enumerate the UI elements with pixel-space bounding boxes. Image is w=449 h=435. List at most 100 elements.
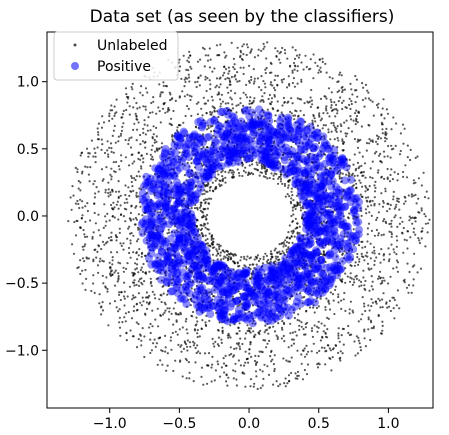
unlabeled-point bbox=[379, 306, 382, 309]
unlabeled-point bbox=[291, 259, 294, 262]
unlabeled-point bbox=[118, 308, 121, 311]
unlabeled-point bbox=[242, 53, 245, 56]
unlabeled-point bbox=[195, 199, 198, 202]
unlabeled-point bbox=[134, 112, 137, 115]
unlabeled-point bbox=[106, 140, 109, 143]
unlabeled-point bbox=[322, 152, 325, 155]
unlabeled-point bbox=[292, 342, 296, 345]
unlabeled-point bbox=[349, 115, 352, 118]
unlabeled-point bbox=[189, 172, 192, 175]
unlabeled-point bbox=[320, 117, 323, 120]
unlabeled-point bbox=[305, 288, 308, 291]
unlabeled-point bbox=[315, 300, 318, 303]
unlabeled-point bbox=[285, 359, 288, 362]
unlabeled-point bbox=[124, 87, 128, 90]
unlabeled-point bbox=[214, 176, 217, 179]
unlabeled-point bbox=[262, 377, 265, 380]
unlabeled-point bbox=[386, 155, 389, 158]
unlabeled-point bbox=[390, 168, 393, 171]
unlabeled-point bbox=[254, 370, 258, 373]
unlabeled-point bbox=[227, 91, 230, 94]
unlabeled-point bbox=[190, 299, 193, 303]
unlabeled-point bbox=[84, 288, 87, 291]
unlabeled-point bbox=[372, 246, 376, 249]
unlabeled-point bbox=[175, 197, 178, 200]
unlabeled-point bbox=[348, 178, 351, 181]
unlabeled-point bbox=[327, 317, 330, 320]
unlabeled-point bbox=[117, 165, 120, 168]
unlabeled-point bbox=[341, 278, 344, 281]
unlabeled-point bbox=[328, 214, 331, 217]
unlabeled-point bbox=[172, 215, 175, 218]
unlabeled-point bbox=[345, 251, 348, 255]
unlabeled-point bbox=[335, 130, 338, 133]
unlabeled-point bbox=[297, 313, 300, 316]
unlabeled-point bbox=[174, 312, 177, 315]
unlabeled-point bbox=[330, 130, 333, 133]
unlabeled-point bbox=[281, 135, 284, 138]
unlabeled-point bbox=[215, 44, 219, 47]
unlabeled-point bbox=[142, 262, 145, 266]
unlabeled-point bbox=[348, 103, 351, 107]
unlabeled-point bbox=[189, 345, 192, 348]
unlabeled-point bbox=[236, 136, 240, 140]
unlabeled-point bbox=[155, 126, 158, 129]
unlabeled-point bbox=[171, 244, 174, 247]
unlabeled-point bbox=[424, 245, 427, 248]
unlabeled-point bbox=[387, 144, 390, 148]
unlabeled-point bbox=[288, 195, 291, 198]
unlabeled-point bbox=[173, 231, 176, 234]
unlabeled-point bbox=[151, 137, 154, 140]
unlabeled-point bbox=[269, 165, 272, 168]
unlabeled-point bbox=[367, 267, 370, 270]
unlabeled-point bbox=[314, 161, 317, 164]
unlabeled-point bbox=[315, 154, 319, 157]
unlabeled-point bbox=[414, 233, 417, 236]
unlabeled-point bbox=[239, 292, 242, 295]
unlabeled-point bbox=[396, 239, 399, 242]
unlabeled-point bbox=[248, 141, 251, 144]
unlabeled-point bbox=[202, 224, 205, 227]
unlabeled-point bbox=[284, 260, 287, 263]
unlabeled-point bbox=[310, 169, 313, 172]
unlabeled-point bbox=[212, 115, 215, 118]
unlabeled-point bbox=[373, 190, 377, 193]
unlabeled-point bbox=[226, 76, 229, 80]
unlabeled-point bbox=[251, 304, 255, 307]
unlabeled-point bbox=[395, 235, 398, 238]
unlabeled-point bbox=[183, 164, 186, 167]
unlabeled-point bbox=[184, 320, 187, 323]
unlabeled-point bbox=[270, 153, 273, 156]
unlabeled-point bbox=[299, 292, 302, 295]
unlabeled-point bbox=[144, 146, 147, 149]
unlabeled-point bbox=[174, 99, 177, 102]
unlabeled-point bbox=[322, 277, 325, 280]
unlabeled-point bbox=[77, 187, 80, 190]
unlabeled-point bbox=[332, 245, 335, 248]
unlabeled-point bbox=[329, 349, 332, 352]
unlabeled-point bbox=[207, 54, 210, 57]
unlabeled-point bbox=[298, 324, 301, 327]
unlabeled-point bbox=[179, 345, 182, 348]
unlabeled-point bbox=[417, 211, 420, 214]
unlabeled-point bbox=[188, 268, 191, 271]
unlabeled-point bbox=[221, 125, 224, 128]
unlabeled-point bbox=[290, 112, 293, 115]
unlabeled-point bbox=[315, 200, 318, 203]
unlabeled-point bbox=[313, 203, 316, 206]
unlabeled-point bbox=[267, 276, 270, 279]
unlabeled-point bbox=[311, 199, 314, 202]
unlabeled-point bbox=[181, 234, 184, 237]
unlabeled-point bbox=[333, 238, 336, 241]
unlabeled-point bbox=[285, 248, 288, 251]
unlabeled-point bbox=[222, 74, 225, 77]
unlabeled-point bbox=[290, 97, 293, 100]
unlabeled-point bbox=[372, 114, 375, 117]
unlabeled-point bbox=[118, 321, 121, 324]
unlabeled-point bbox=[275, 299, 278, 302]
unlabeled-point bbox=[339, 350, 342, 353]
unlabeled-point bbox=[201, 135, 204, 138]
unlabeled-point bbox=[100, 126, 104, 129]
unlabeled-point bbox=[385, 127, 388, 130]
unlabeled-point bbox=[227, 376, 230, 379]
